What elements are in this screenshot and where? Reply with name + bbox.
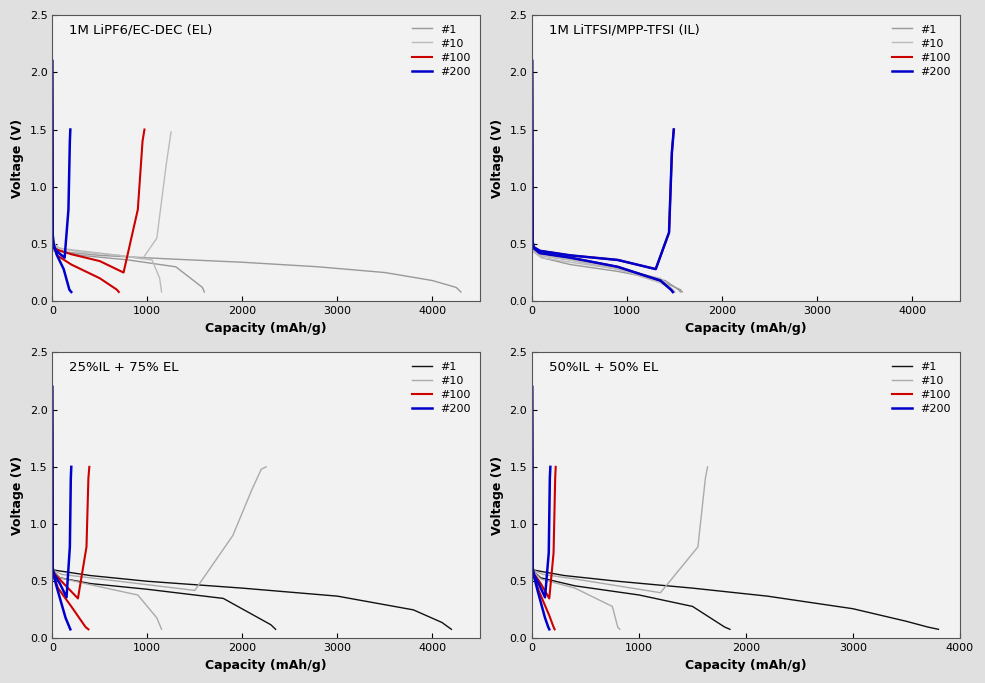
Legend: #1, #10, #100, #200: #1, #10, #100, #200 [409, 358, 475, 418]
Legend: #1, #10, #100, #200: #1, #10, #100, #200 [409, 20, 475, 81]
Text: 1M LiTFSI/MPP-TFSI (IL): 1M LiTFSI/MPP-TFSI (IL) [550, 24, 700, 37]
Y-axis label: Voltage (V): Voltage (V) [11, 119, 24, 197]
Legend: #1, #10, #100, #200: #1, #10, #100, #200 [888, 20, 954, 81]
Y-axis label: Voltage (V): Voltage (V) [11, 456, 24, 535]
Text: 1M LiPF6/EC-DEC (EL): 1M LiPF6/EC-DEC (EL) [69, 24, 213, 37]
X-axis label: Capacity (mAh/g): Capacity (mAh/g) [205, 659, 327, 672]
Y-axis label: Voltage (V): Voltage (V) [492, 119, 504, 197]
X-axis label: Capacity (mAh/g): Capacity (mAh/g) [686, 322, 807, 335]
Text: 25%IL + 75% EL: 25%IL + 75% EL [69, 361, 179, 374]
X-axis label: Capacity (mAh/g): Capacity (mAh/g) [686, 659, 807, 672]
X-axis label: Capacity (mAh/g): Capacity (mAh/g) [205, 322, 327, 335]
Text: 50%IL + 50% EL: 50%IL + 50% EL [550, 361, 659, 374]
Y-axis label: Voltage (V): Voltage (V) [492, 456, 504, 535]
Legend: #1, #10, #100, #200: #1, #10, #100, #200 [888, 358, 954, 418]
